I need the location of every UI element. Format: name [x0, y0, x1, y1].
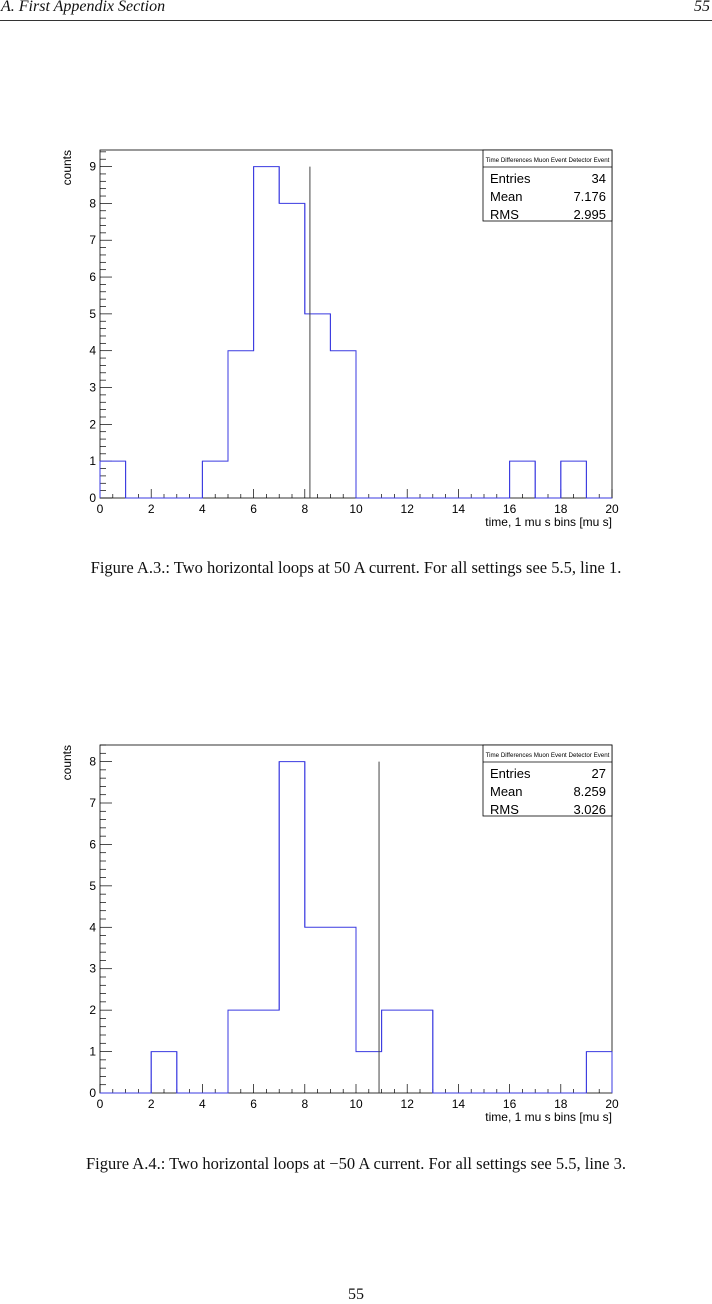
y-tick-label: 6 [89, 270, 96, 284]
y-tick-label: 4 [89, 344, 96, 358]
y-tick-label: 6 [89, 837, 96, 851]
figure-a4: 0 2 4 6 8 10 12 14 16 18 20 0 1 2 3 4 5 6 7 8 time, 1 mu s b… [0, 740, 712, 1190]
stats-title: Time Differences Muon Event Detector Eve… [486, 157, 610, 164]
x-tick-label: 0 [97, 1097, 104, 1111]
y-tick-label: 2 [89, 417, 96, 431]
y-axis-label: counts [60, 150, 74, 185]
header-page-number: 55 [694, 0, 710, 15]
stats-value: 7.176 [573, 189, 606, 204]
x-tick-label: 20 [605, 502, 619, 516]
y-tick-label: 3 [89, 381, 96, 395]
x-tick-label: 10 [349, 502, 363, 516]
stats-label: Mean [490, 784, 523, 799]
y-tick-label: 0 [89, 1086, 96, 1100]
x-axis-label: time, 1 mu s bins [mu s] [485, 1110, 612, 1124]
x-tick-label: 4 [199, 502, 206, 516]
y-tick-label: 5 [89, 307, 96, 321]
y-tick-label: 9 [89, 160, 96, 174]
stats-value: 2.995 [573, 207, 606, 222]
figure-caption: Figure A.3.: Two horizontal loops at 50 … [90, 558, 622, 577]
y-tick-label: 1 [89, 454, 96, 468]
stats-label: RMS [490, 207, 519, 222]
stats-box [482, 149, 613, 222]
y-tick-label: 1 [89, 1045, 96, 1059]
y-tick-label: 4 [89, 920, 96, 934]
x-axis-label: time, 1 mu s bins [mu s] [485, 515, 612, 529]
x-tick-label: 4 [199, 1097, 206, 1111]
x-tick-label: 18 [554, 502, 568, 516]
x-tick-label: 12 [401, 502, 415, 516]
x-tick-label: 16 [503, 502, 517, 516]
y-tick-label: 2 [89, 1003, 96, 1017]
stats-label: Entries [490, 766, 531, 781]
stats-value: 27 [592, 766, 606, 781]
x-tick-label: 0 [97, 502, 104, 516]
stats-value: 8.259 [573, 784, 606, 799]
x-tick-label: 2 [148, 502, 155, 516]
figure-a3: 0 2 4 6 8 10 12 14 16 18 20 0 1 2 3 4 5 6 7 8 9 time, 1 mu s … [0, 145, 712, 595]
x-tick-label: 20 [605, 1097, 619, 1111]
y-tick-label: 3 [89, 962, 96, 976]
stats-label: Entries [490, 171, 531, 186]
y-tick-label: 0 [89, 491, 96, 505]
section-title: A. First Appendix Section [1, 0, 166, 15]
y-tick-label: 7 [89, 796, 96, 810]
y-tick-label: 8 [89, 196, 96, 210]
page-number: 55 [348, 1286, 364, 1303]
x-tick-label: 16 [503, 1097, 517, 1111]
stats-label: RMS [490, 802, 519, 817]
stats-label: Mean [490, 189, 523, 204]
x-tick-label: 18 [554, 1097, 568, 1111]
x-tick-label: 2 [148, 1097, 155, 1111]
stats-value: 34 [592, 171, 606, 186]
stats-value: 3.026 [573, 802, 606, 817]
running-header: A. First Appendix Section 55 [0, 0, 712, 22]
x-tick-label: 8 [301, 1097, 308, 1111]
header-rule [0, 20, 712, 21]
x-tick-label: 14 [452, 502, 466, 516]
figure-caption: Figure A.4.: Two horizontal loops at −50… [86, 1154, 626, 1173]
y-tick-label: 5 [89, 879, 96, 893]
y-tick-label: 8 [89, 755, 96, 769]
y-tick-label: 7 [89, 233, 96, 247]
x-tick-label: 14 [452, 1097, 466, 1111]
x-tick-label: 8 [301, 502, 308, 516]
stats-title: Time Differences Muon Event Detector Eve… [486, 752, 610, 759]
x-tick-label: 10 [349, 1097, 363, 1111]
stats-box [482, 744, 613, 817]
x-tick-label: 12 [401, 1097, 415, 1111]
y-axis-label: counts [60, 745, 74, 780]
x-tick-label: 6 [250, 502, 257, 516]
x-tick-label: 6 [250, 1097, 257, 1111]
